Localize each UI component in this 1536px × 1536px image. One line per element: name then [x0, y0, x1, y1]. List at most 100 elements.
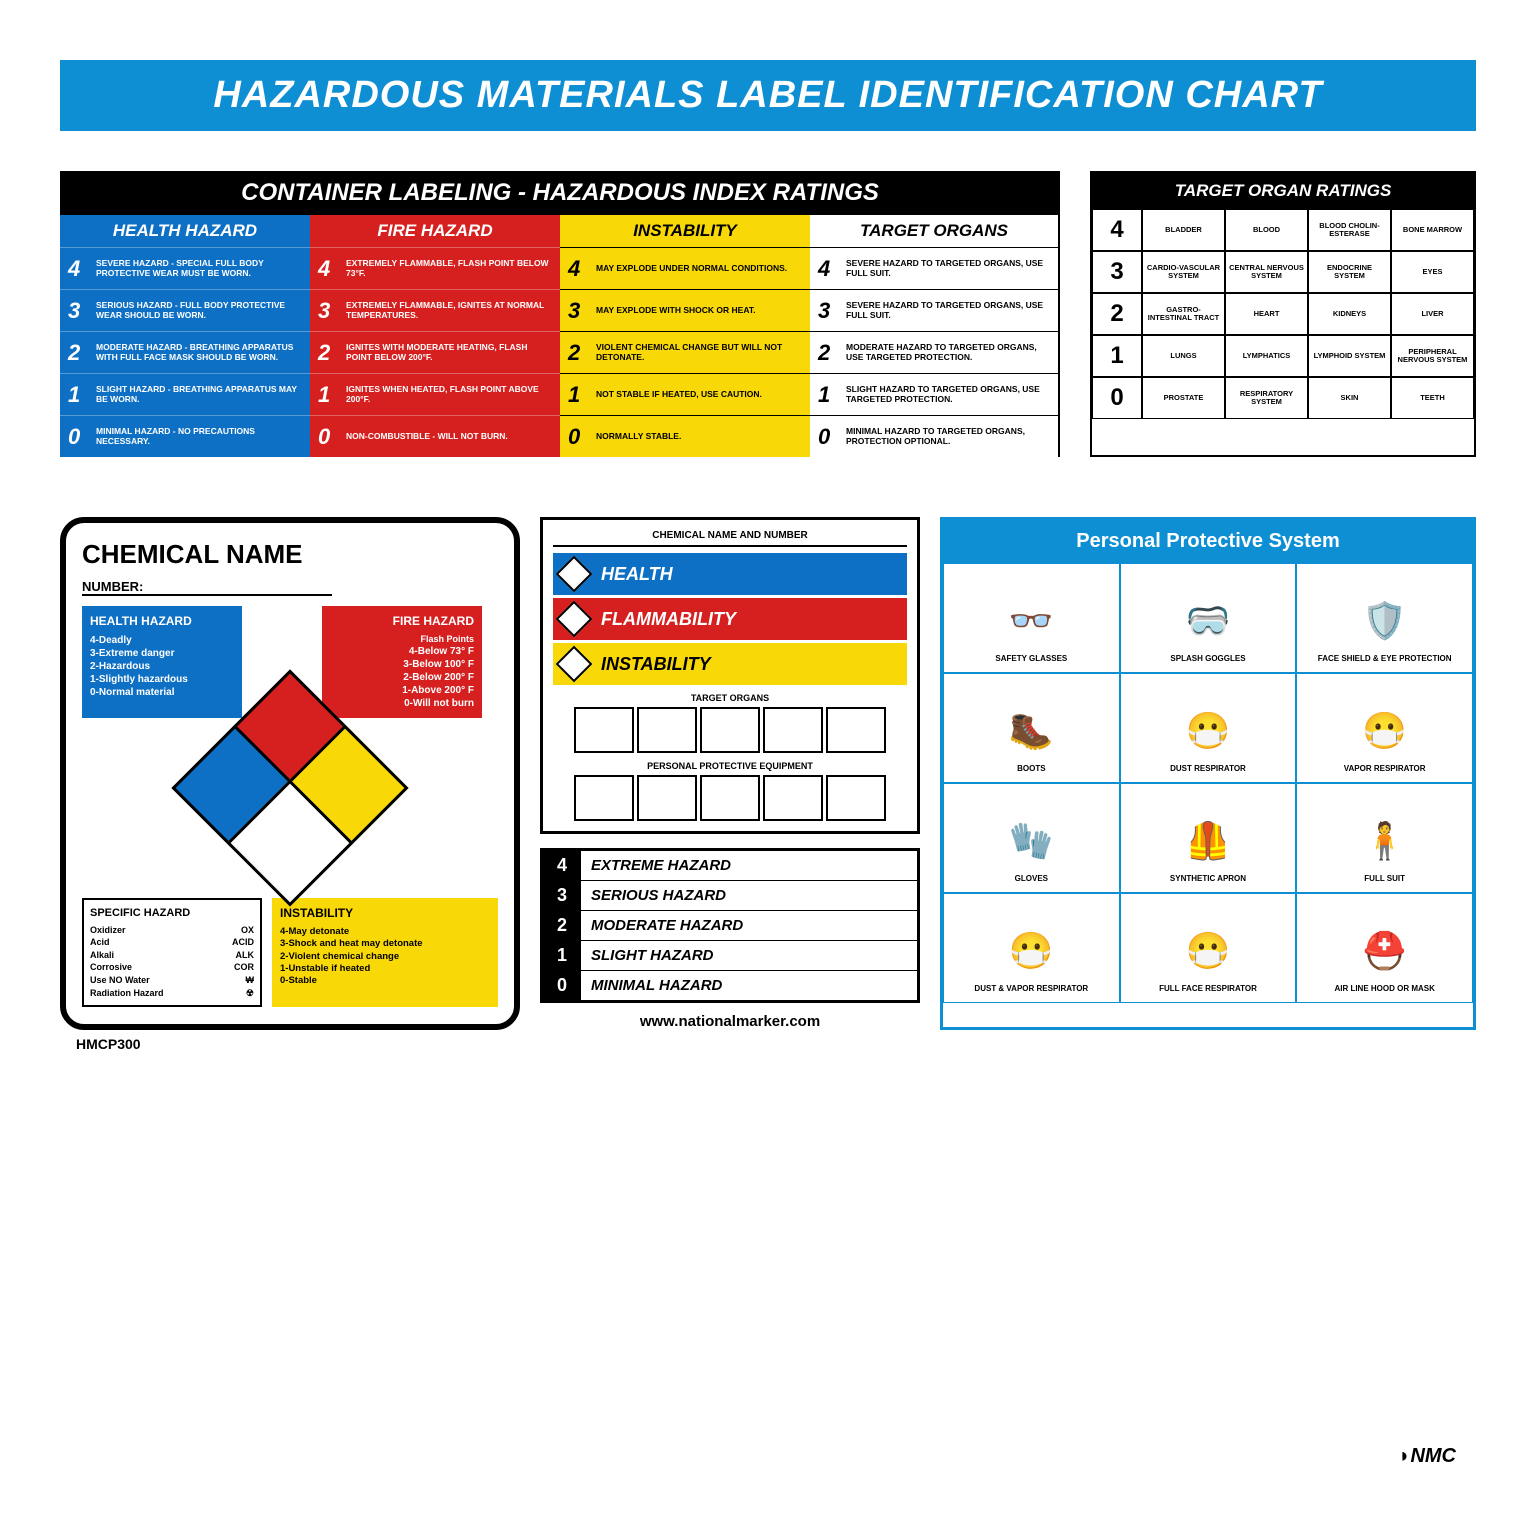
ppe-icon: 😷 [1003, 923, 1059, 979]
column-header-health: HEALTH HAZARD [60, 215, 310, 247]
organ-cell: BLOOD [1225, 209, 1308, 251]
organ-cell: EYES [1391, 251, 1474, 293]
column-header-target: TARGET ORGANS [810, 215, 1060, 247]
ppe-icon: 🛡️ [1357, 593, 1413, 649]
rating-cell: 2MODERATE HAZARD - BREATHING APPARATUS W… [60, 331, 310, 373]
rating-cell: 3MAY EXPLODE WITH SHOCK OR HEAT. [560, 289, 810, 331]
brand-logo: ◗NMC [1398, 1445, 1456, 1468]
organ-cell: HEART [1225, 293, 1308, 335]
rating-cell: 1IGNITES WHEN HEATED, FLASH POINT ABOVE … [310, 373, 560, 415]
ppe-item: 🧍FULL SUIT [1296, 783, 1473, 893]
rating-cell: 0MINIMAL HAZARD - NO PRECAUTIONS NECESSA… [60, 415, 310, 457]
target-organs-head: TARGET ORGANS [553, 693, 907, 703]
organ-cell: LYMPHOID SYSTEM [1308, 335, 1391, 377]
ppe-head: PERSONAL PROTECTIVE EQUIPMENT [553, 761, 907, 771]
label-row-instability: INSTABILITY [553, 643, 907, 685]
chem-number-label: NUMBER: [82, 579, 332, 596]
diamond-icon [556, 556, 593, 593]
organ-cell: GASTRO-INTESTINAL TRACT [1142, 293, 1225, 335]
ppe-icon: 👓 [1003, 593, 1059, 649]
rating-cell: 0MINIMAL HAZARD TO TARGETED ORGANS, PROT… [810, 415, 1060, 457]
rating-cell: 3SERIOUS HAZARD - FULL BODY PROTECTIVE W… [60, 289, 310, 331]
legend-block: 4EXTREME HAZARD3SERIOUS HAZARD2MODERATE … [540, 848, 920, 1003]
ppe-item: 🧤GLOVES [943, 783, 1120, 893]
product-code: HMCP300 [76, 1036, 141, 1052]
legend-row: 0MINIMAL HAZARD [543, 970, 917, 1000]
organ-cell: CARDIO-VASCULAR SYSTEM [1142, 251, 1225, 293]
label-panel: CHEMICAL NAME AND NUMBER HEALTHFLAMMABIL… [540, 517, 920, 834]
ppe-item: 🛡️FACE SHIELD & EYE PROTECTION [1296, 563, 1473, 673]
legend-row: 3SERIOUS HAZARD [543, 880, 917, 910]
ppe-title: Personal Protective System [943, 520, 1473, 563]
ppe-item: ⛑️AIR LINE HOOD OR MASK [1296, 893, 1473, 1003]
rating-cell: 0NON-COMBUSTIBLE - WILL NOT BURN. [310, 415, 560, 457]
organ-cell: TEETH [1391, 377, 1474, 419]
ppe-item: 😷DUST & VAPOR RESPIRATOR [943, 893, 1120, 1003]
rating-cell: 4SEVERE HAZARD - SPECIAL FULL BODY PROTE… [60, 247, 310, 289]
ratings-table: CONTAINER LABELING - HAZARDOUS INDEX RAT… [60, 171, 1060, 457]
ppe-item: 😷FULL FACE RESPIRATOR [1120, 893, 1297, 1003]
organ-cell: PERIPHERAL NERVOUS SYSTEM [1391, 335, 1474, 377]
rating-cell: 2IGNITES WITH MODERATE HEATING, FLASH PO… [310, 331, 560, 373]
legend-row: 2MODERATE HAZARD [543, 910, 917, 940]
rating-cell: 1NOT STABLE IF HEATED, USE CAUTION. [560, 373, 810, 415]
organ-rating-num: 0 [1092, 377, 1142, 419]
organ-cell: ENDOCRINE SYSTEM [1308, 251, 1391, 293]
organ-cell: BONE MARROW [1391, 209, 1474, 251]
rating-cell: 4SEVERE HAZARD TO TARGETED ORGANS, USE F… [810, 247, 1060, 289]
label-row-health: HEALTH [553, 553, 907, 595]
rating-cell: 1SLIGHT HAZARD - BREATHING APPARATUS MAY… [60, 373, 310, 415]
rating-cell: 4EXTREMELY FLAMMABLE, FLASH POINT BELOW … [310, 247, 560, 289]
organ-cell: LUNGS [1142, 335, 1225, 377]
organ-cell: LIVER [1391, 293, 1474, 335]
organ-cell: LYMPHATICS [1225, 335, 1308, 377]
ppe-icon: ⛑️ [1357, 923, 1413, 979]
organ-table: TARGET ORGAN RATINGS 4BLADDERBLOODBLOOD … [1090, 171, 1476, 457]
diamond-icon [556, 646, 593, 683]
label-head: CHEMICAL NAME AND NUMBER [553, 530, 907, 547]
legend-row: 1SLIGHT HAZARD [543, 940, 917, 970]
ppe-item: 🥾BOOTS [943, 673, 1120, 783]
ppe-system: Personal Protective System 👓SAFETY GLASS… [940, 517, 1476, 1030]
column-header-fire: FIRE HAZARD [310, 215, 560, 247]
ppe-boxes [553, 775, 907, 821]
organ-cell: BLOOD CHOLIN-ESTERASE [1308, 209, 1391, 251]
ppe-item: 😷VAPOR RESPIRATOR [1296, 673, 1473, 783]
instability-box: INSTABILITY 4-May detonate3-Shock and he… [272, 898, 498, 1007]
rating-cell: 0NORMALLY STABLE. [560, 415, 810, 457]
ppe-icon: 😷 [1180, 703, 1236, 759]
column-header-instability: INSTABILITY [560, 215, 810, 247]
label-row-fire: FLAMMABILITY [553, 598, 907, 640]
ppe-icon: 😷 [1180, 923, 1236, 979]
chemical-name-panel: CHEMICAL NAME NUMBER: HEALTH HAZARD 4-De… [60, 517, 520, 1030]
ppe-icon: 🧤 [1003, 813, 1059, 869]
organ-cell: PROSTATE [1142, 377, 1225, 419]
ppe-item: 🦺SYNTHETIC APRON [1120, 783, 1297, 893]
rating-cell: 1SLIGHT HAZARD TO TARGETED ORGANS, USE T… [810, 373, 1060, 415]
ppe-item: 🥽SPLASH GOGGLES [1120, 563, 1297, 673]
diamond-icon [556, 601, 593, 638]
organ-cell: BLADDER [1142, 209, 1225, 251]
ratings-header: CONTAINER LABELING - HAZARDOUS INDEX RAT… [60, 171, 1060, 215]
rating-cell: 3EXTREMELY FLAMMABLE, IGNITES AT NORMAL … [310, 289, 560, 331]
legend-row: 4EXTREME HAZARD [543, 851, 917, 880]
ppe-icon: 🧍 [1357, 813, 1413, 869]
ppe-item: 👓SAFETY GLASSES [943, 563, 1120, 673]
ppe-icon: 🥽 [1180, 593, 1236, 649]
organ-rating-num: 1 [1092, 335, 1142, 377]
rating-cell: 3SEVERE HAZARD TO TARGETED ORGANS, USE F… [810, 289, 1060, 331]
organ-rating-num: 2 [1092, 293, 1142, 335]
organ-header: TARGET ORGAN RATINGS [1092, 173, 1474, 209]
organ-cell: RESPIRATORY SYSTEM [1225, 377, 1308, 419]
ppe-icon: 🥾 [1003, 703, 1059, 759]
organ-rating-num: 3 [1092, 251, 1142, 293]
rating-cell: 4MAY EXPLODE UNDER NORMAL CONDITIONS. [560, 247, 810, 289]
website: www.nationalmarker.com [540, 1013, 920, 1030]
main-title: HAZARDOUS MATERIALS LABEL IDENTIFICATION… [60, 60, 1476, 131]
organ-cell: KIDNEYS [1308, 293, 1391, 335]
specific-hazard-box: SPECIFIC HAZARD OxidizerOXAcidACIDAlkali… [82, 898, 262, 1007]
rating-cell: 2VIOLENT CHEMICAL CHANGE BUT WILL NOT DE… [560, 331, 810, 373]
target-organs-boxes [553, 707, 907, 753]
rating-cell: 2MODERATE HAZARD TO TARGETED ORGANS, USE… [810, 331, 1060, 373]
ppe-item: 😷DUST RESPIRATOR [1120, 673, 1297, 783]
